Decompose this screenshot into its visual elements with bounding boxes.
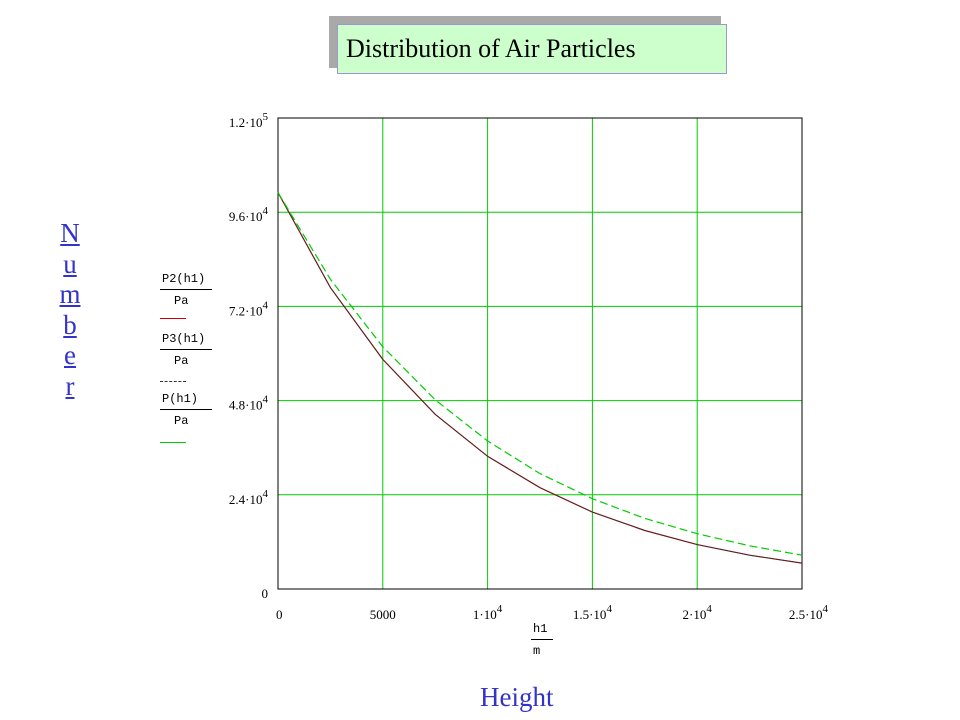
x-tick-label: 2.5·104	[789, 603, 829, 622]
y-tick-label: 1.2·105	[229, 111, 269, 130]
x-tick-label-exponent: 4	[823, 603, 829, 615]
y-tick-label-exponent: 5	[263, 111, 269, 123]
y-tick-label: 7.2·104	[229, 299, 269, 318]
x-tick-label-base: 0	[276, 607, 283, 622]
x-tick-label-base: 1·10	[473, 607, 497, 622]
plot-frame	[277, 117, 803, 590]
x-tick-label-exponent: 4	[706, 603, 712, 615]
legend-entry: P3(h1) Pa	[160, 332, 212, 368]
legend-line-swatch	[160, 442, 186, 443]
x-tick-label: 1·104	[473, 603, 503, 622]
legend-entry-denominator: Pa	[174, 354, 189, 368]
y-tick-label: 9.6·104	[229, 205, 269, 224]
series-line	[277, 192, 803, 564]
y-tick-label-base: 0	[262, 586, 269, 601]
x-tick-label-exponent: 4	[606, 603, 612, 615]
legend-line-swatch	[160, 381, 186, 382]
y-tick-label-base: 9.6·10	[229, 209, 263, 224]
y-tick-label: 2.4·104	[229, 488, 269, 507]
legend-line-swatch	[160, 318, 186, 319]
y-tick-label-base: 4.8·10	[229, 398, 263, 413]
y-tick-label: 4.8·104	[229, 394, 269, 413]
x-tick-label: 0	[276, 607, 283, 622]
x-unit-denominator: m	[533, 644, 541, 658]
y-tick-label-exponent: 4	[263, 394, 269, 406]
y-axis-title-letter: N	[60, 218, 80, 248]
legend-fraction-bar	[160, 289, 212, 290]
chart-title: Distribution of Air Particles	[337, 24, 727, 74]
y-axis-title-letter: u	[63, 248, 77, 279]
legend-fraction-bar	[160, 349, 212, 350]
legend-entry-numerator: P2(h1)	[162, 272, 206, 286]
x-unit-fraction-bar	[531, 639, 553, 640]
x-tick-label-exponent: 4	[497, 603, 503, 615]
y-axis-title-letter: r	[65, 370, 75, 401]
x-tick-label-base: 2·10	[683, 607, 707, 622]
y-axis-title-letter: b	[63, 309, 77, 340]
y-axis-title-letter: e	[64, 340, 76, 370]
legend-entry: P(h1) Pa	[160, 392, 212, 428]
y-tick-label-exponent: 4	[263, 488, 269, 500]
x-axis-unit-fraction: h1 m	[531, 622, 553, 658]
x-unit-numerator: h1	[533, 622, 548, 636]
legend-entry-numerator: P(h1)	[162, 392, 199, 406]
y-tick-label-base: 7.2·10	[229, 303, 263, 318]
y-tick-label-exponent: 4	[263, 299, 269, 311]
y-tick-label-base: 2.4·10	[229, 492, 263, 507]
legend-entry-numerator: P3(h1)	[162, 332, 206, 346]
x-axis-title: Height	[480, 682, 554, 712]
legend-entry: P2(h1) Pa	[160, 272, 212, 308]
y-tick-label-exponent: 4	[263, 205, 269, 217]
legend-entry-denominator: Pa	[174, 294, 189, 308]
series-line	[277, 192, 803, 556]
x-tick-label-base: 5000	[370, 607, 396, 622]
x-tick-label-base: 1.5·10	[573, 607, 607, 622]
legend-entry-denominator: Pa	[174, 414, 189, 428]
x-tick-label: 5000	[370, 607, 396, 622]
y-axis-title-letter: m	[59, 279, 81, 309]
series-line	[277, 192, 803, 564]
x-tick-label: 2·104	[683, 603, 713, 622]
y-tick-label: 0	[262, 586, 269, 601]
legend-fraction-bar	[160, 409, 212, 410]
x-tick-label-base: 2.5·10	[789, 607, 823, 622]
y-tick-label-base: 1.2·10	[229, 115, 263, 130]
x-tick-label: 1.5·104	[573, 603, 613, 622]
